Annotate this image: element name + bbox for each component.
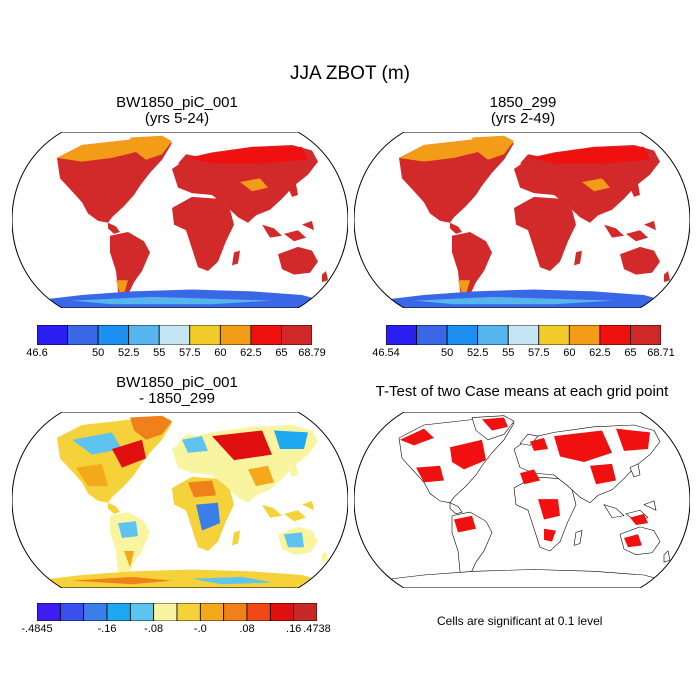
- panel-2-title-line2: (yrs 2-49): [490, 110, 556, 127]
- colorbar-1-swatch: [97, 325, 130, 345]
- colorbar-1-swatch: [250, 325, 282, 345]
- colorbar-1-swatches: [37, 325, 312, 345]
- panel-3-map: [12, 412, 348, 588]
- significance-note: Cells are significant at 0.1 level: [437, 614, 603, 628]
- panel-2-title: 1850_299 (yrs 2-49): [358, 95, 688, 127]
- colorbar-3-swatch: [37, 603, 61, 621]
- colorbar-2-tick-label: 65: [624, 347, 637, 359]
- colorbar-1-tick-label: 60: [214, 347, 227, 359]
- colorbar-1-swatch: [189, 325, 221, 345]
- colorbar-3-swatch: [269, 603, 295, 621]
- colorbar-3-tick-label: -.16: [97, 623, 117, 635]
- colorbar-3-tick-label: -.4845: [21, 623, 53, 635]
- panel-2-title-line1: 1850_299: [489, 94, 557, 111]
- colorbar-1-swatch: [67, 325, 99, 345]
- colorbar-1-tick-label: 46.6: [26, 347, 48, 359]
- colorbar-2: 46.54 50 52.5 55 57.5 60 62.5 65 68.71: [372, 325, 675, 359]
- colorbar-2-tick-label: 60: [563, 347, 576, 359]
- panel-4-map: [354, 412, 690, 588]
- colorbar-2-swatch: [416, 325, 448, 345]
- colorbar-3-swatches: [37, 603, 317, 621]
- colorbar-3-swatch: [223, 603, 248, 621]
- colorbar-1-swatch: [281, 325, 312, 345]
- colorbar-2-swatch: [477, 325, 509, 345]
- colorbar-2-tick-label: 55: [502, 347, 515, 359]
- colorbar-3-swatch: [83, 603, 108, 621]
- colorbar-3-swatch: [176, 603, 201, 621]
- panel-1-map: [12, 132, 348, 308]
- colorbar-3-swatch: [293, 603, 317, 621]
- panel-3-title-line1: BW1850_piC_001: [116, 374, 238, 391]
- colorbar-1-tick-label: 55: [153, 347, 166, 359]
- colorbar-2-tick-label: 46.54: [372, 347, 400, 359]
- colorbar-1-tick-label: 57.5: [179, 347, 201, 359]
- colorbar-1-labels: 46.6 50 52.5 55 57.5 60 62.5 65 68.79: [26, 347, 325, 361]
- colorbar-1: 46.6 50 52.5 55 57.5 60 62.5 65 68.79: [26, 325, 326, 359]
- colorbar-1-tick-label: 50: [91, 347, 105, 359]
- colorbar-2-swatch: [538, 325, 570, 345]
- panel-1-title-line1: BW1850_piC_001: [116, 94, 238, 111]
- colorbar-1-tick-label: 65: [275, 347, 288, 359]
- colorbar-2-swatch: [386, 325, 417, 345]
- figure-title: JJA ZBOT (m): [290, 63, 410, 84]
- colorbar-3-swatch: [129, 603, 155, 621]
- colorbar-1-swatch: [37, 325, 68, 345]
- panel-4-title: T-Test of two Case means at each grid po…: [346, 384, 698, 400]
- colorbar-2-tick-label: 50: [440, 347, 454, 359]
- colorbar-3-swatch: [246, 603, 271, 621]
- colorbar-2-swatch: [507, 325, 540, 345]
- panel-1-title-line2: (yrs 5-24): [144, 110, 210, 127]
- colorbar-2-tick-label: 68.71: [647, 347, 675, 359]
- colorbar-2-swatch: [599, 325, 631, 345]
- panel-3-title-line2: - 1850_299: [139, 390, 215, 407]
- colorbar-1-swatch: [128, 325, 160, 345]
- panel-2-map: [354, 132, 690, 308]
- colorbar-2-swatch: [630, 325, 661, 345]
- colorbar-2-tick-label: 52.5: [466, 347, 489, 359]
- colorbar-3-swatch: [153, 603, 178, 621]
- colorbar-2-swatch: [446, 325, 479, 345]
- colorbar-1-swatch: [158, 325, 191, 345]
- colorbar-1-swatch: [219, 325, 252, 345]
- panel-4-title-line1: T-Test of two Case means at each grid po…: [375, 383, 669, 400]
- colorbar-2-tick-label: 62.5: [589, 347, 611, 359]
- colorbar-2-swatches: [386, 325, 661, 345]
- colorbar-1-tick-label: 52.5: [117, 347, 140, 359]
- colorbar-3-tick-label: .16: [286, 623, 302, 635]
- colorbar-3-labels: -.4845 -.16 -.08 -.0 .08 .16.4738: [21, 623, 330, 637]
- colorbar-3-swatch: [106, 603, 131, 621]
- panel-3-title: BW1850_piC_001 - 1850_299: [12, 375, 342, 407]
- colorbar-2-swatch: [568, 325, 601, 345]
- colorbar-3-tick-label: .08: [239, 623, 255, 635]
- colorbar-2-tick-label: 57.5: [528, 347, 550, 359]
- colorbar-3-tick-label: -.0: [193, 623, 207, 635]
- colorbar-3-tick-label: -.08: [144, 623, 164, 635]
- colorbar-2-labels: 46.54 50 52.5 55 57.5 60 62.5 65 68.71: [372, 347, 675, 361]
- colorbar-3-swatch: [199, 603, 225, 621]
- colorbar-1-tick-label: 62.5: [240, 347, 262, 359]
- colorbar-1-tick-label: 68.79: [298, 347, 326, 359]
- colorbar-3-swatch: [59, 603, 85, 621]
- colorbar-3: -.4845 -.16 -.08 -.0 .08 .16.4738: [21, 603, 331, 635]
- panel-1-title: BW1850_piC_001 (yrs 5-24): [12, 95, 342, 127]
- colorbar-3-tick-label: .4738: [303, 623, 331, 635]
